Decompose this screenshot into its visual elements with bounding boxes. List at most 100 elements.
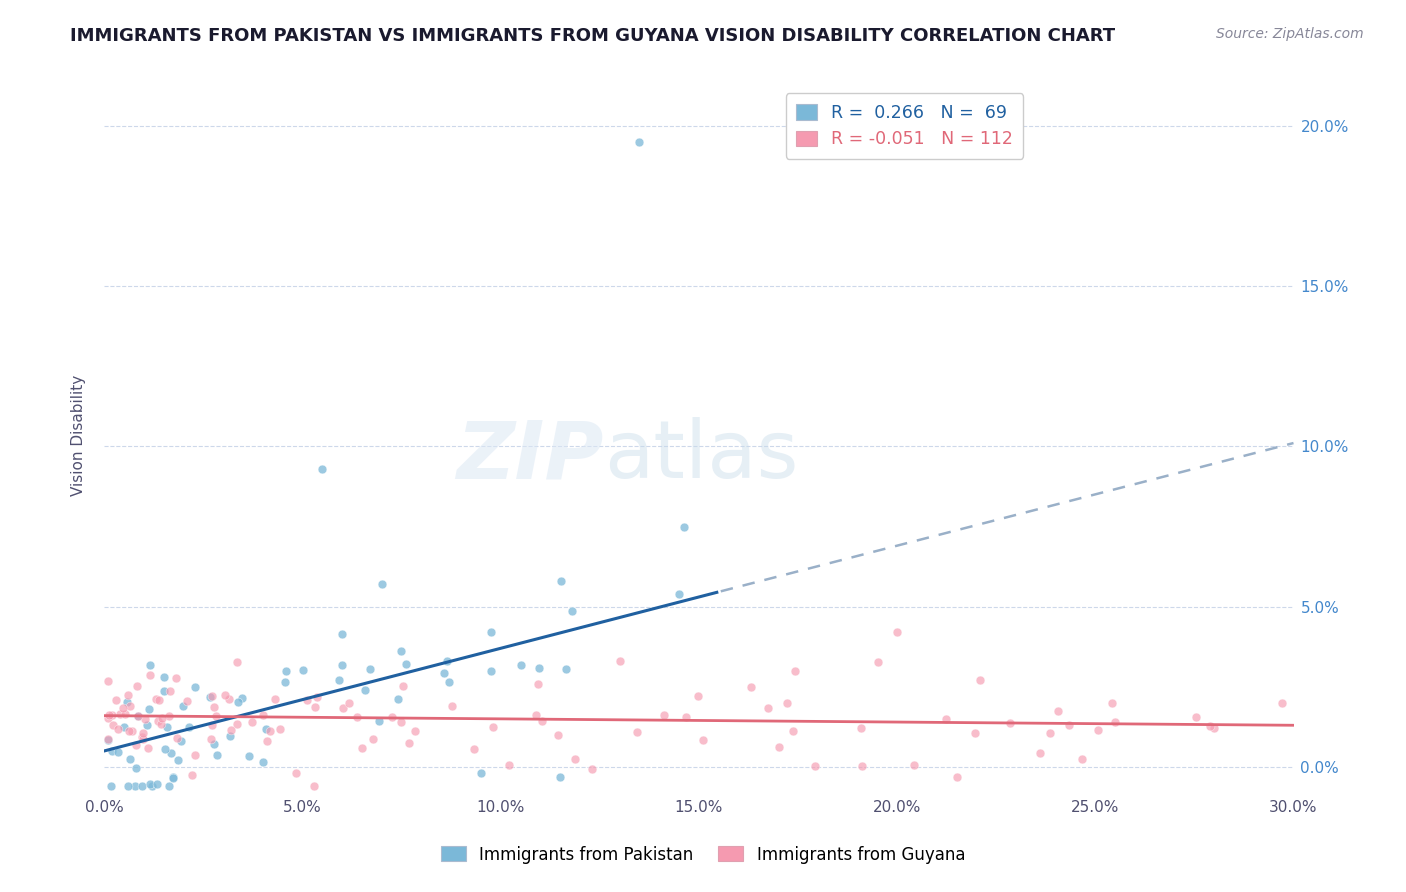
Point [404, 723, 426, 738]
Point [269, 722, 291, 736]
Point [581, 762, 603, 776]
Point [202, 737, 225, 751]
Point [1046, 704, 1069, 718]
Legend: Immigrants from Pakistan, Immigrants from Guyana: Immigrants from Pakistan, Immigrants fro… [434, 839, 972, 871]
Point [131, 730, 153, 744]
Point [146, 714, 169, 728]
Point [1101, 697, 1123, 711]
Point [97, 731, 120, 746]
Point [524, 708, 547, 723]
Point [337, 696, 360, 710]
Point [440, 698, 463, 713]
Point [688, 689, 710, 703]
Point [433, 666, 456, 681]
Point [218, 692, 240, 706]
Point [1070, 752, 1092, 766]
Point [903, 758, 925, 772]
Point [201, 689, 224, 703]
Point [398, 736, 420, 750]
Point [252, 756, 274, 770]
Point [219, 729, 242, 743]
Point [1198, 718, 1220, 732]
Point [256, 734, 278, 748]
Point [139, 658, 162, 673]
Point [205, 708, 228, 723]
Point [200, 732, 222, 747]
Point [776, 696, 799, 710]
Point [160, 746, 183, 760]
Point [1204, 722, 1226, 736]
Point [395, 657, 418, 671]
Point [136, 741, 159, 756]
Point [561, 604, 583, 618]
Point [668, 586, 690, 600]
Point [121, 723, 143, 738]
Point [120, 751, 142, 765]
Text: IMMIGRANTS FROM PAKISTAN VS IMMIGRANTS FROM GUYANA VISION DISABILITY CORRELATION: IMMIGRANTS FROM PAKISTAN VS IMMIGRANTS F… [70, 27, 1115, 45]
Point [97, 733, 120, 747]
Point [202, 699, 225, 714]
Point [391, 679, 413, 693]
Point [381, 710, 404, 724]
Point [672, 520, 695, 534]
Point [177, 720, 200, 734]
Point [176, 694, 198, 708]
Point [740, 680, 762, 694]
Point [354, 683, 377, 698]
Point [157, 779, 180, 793]
Point [226, 655, 249, 669]
Point [1184, 710, 1206, 724]
Point [292, 664, 315, 678]
Point [150, 710, 173, 724]
Point [547, 727, 569, 741]
Point [768, 739, 790, 754]
Point [124, 779, 146, 793]
Point [481, 624, 503, 639]
Point [166, 753, 188, 767]
Point [117, 779, 139, 793]
Point [200, 690, 222, 704]
Point [969, 673, 991, 687]
Point [127, 709, 149, 723]
Point [361, 732, 384, 747]
Point [117, 688, 139, 702]
Point [783, 664, 806, 678]
Point [118, 698, 141, 713]
Point [139, 777, 162, 791]
Point [131, 779, 153, 793]
Point [226, 716, 249, 731]
Point [132, 726, 155, 740]
Point [104, 693, 127, 707]
Point [849, 721, 872, 735]
Point [100, 779, 122, 793]
Point [998, 716, 1021, 731]
Point [97, 711, 120, 725]
Point [201, 717, 224, 731]
Point [371, 577, 394, 591]
Point [125, 761, 148, 775]
Text: Source: ZipAtlas.com: Source: ZipAtlas.com [1216, 27, 1364, 41]
Point [180, 767, 202, 781]
Point [302, 779, 325, 793]
Point [240, 714, 263, 729]
Y-axis label: Vision Disability: Vision Disability [72, 375, 86, 496]
Point [100, 744, 122, 758]
Point [138, 667, 160, 681]
Point [311, 461, 333, 475]
Point [149, 716, 172, 731]
Point [782, 723, 804, 738]
Point [368, 714, 391, 728]
Point [387, 691, 409, 706]
Point [145, 692, 167, 706]
Point [170, 734, 193, 748]
Point [332, 658, 354, 673]
Text: ZIP: ZIP [457, 417, 603, 495]
Point [304, 699, 326, 714]
Point [254, 722, 277, 736]
Point [935, 712, 957, 726]
Point [692, 733, 714, 747]
Point [114, 706, 136, 721]
Point [205, 747, 228, 762]
Point [184, 747, 207, 762]
Point [263, 692, 285, 706]
